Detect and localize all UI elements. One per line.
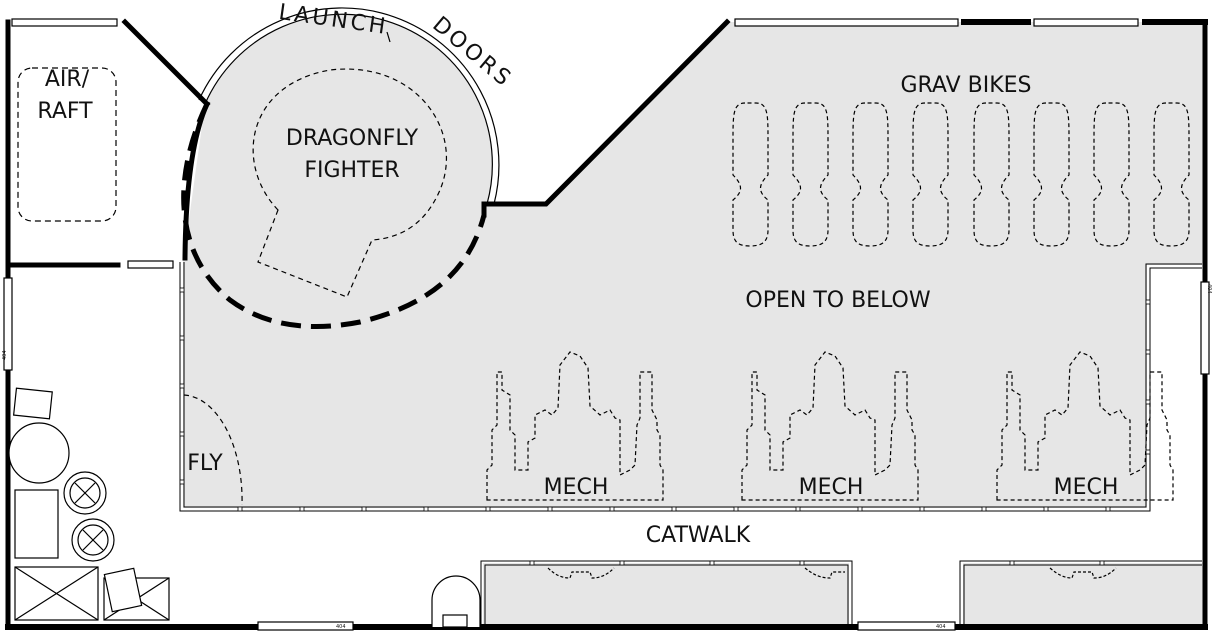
grav-bikes [732,102,1190,247]
open-to-below-label: OPEN TO BELOW [745,288,930,313]
mechs [486,351,1174,501]
catwalk-label: CATWALK [646,523,751,548]
hatch-code-right: 404 [1206,284,1212,294]
lower-bay-fixtures [547,567,1117,579]
fly-arc [183,394,243,506]
grav-bike [912,102,949,247]
air-raft-outline [17,67,117,222]
lift-pad [431,575,481,628]
locker [14,489,59,559]
fly-label: FLY [187,451,223,476]
cargo-storage [8,387,170,621]
mech-outline [996,351,1174,501]
walls [5,18,1208,630]
air-raft-label: AIR/ [45,67,90,92]
dragonfly-fighter-outline [252,68,448,298]
launch-doors [198,7,500,205]
mech-label-1: MECH [544,475,609,500]
hatch-code-left: 404 [2,350,8,360]
grav-bike [1093,102,1130,247]
grav-bike [792,102,829,247]
airlock-code-1: 404 [336,624,346,630]
mech-outline [741,351,919,501]
launch-bay-floor [183,14,1205,508]
windows [11,18,1139,269]
dragonfly-label-2: FIGHTER [304,158,399,183]
grav-bike [1153,102,1190,247]
round-container [8,422,70,484]
airlock-doors [257,621,956,631]
grav-bike [1033,102,1070,247]
mech-label-2: MECH [799,475,864,500]
airlock-code-2: 404 [936,624,946,630]
grav-bike [852,102,889,247]
mech-label-3: MECH [1054,475,1119,500]
fighter-turntable-arc [181,102,487,330]
side-hatches [3,277,1210,375]
lower-bay-floor-left [483,563,849,625]
mech-outline [486,351,664,501]
grav-bike [732,102,769,247]
grav-bikes-label: GRAV BIKES [900,73,1031,98]
railing-posts [179,287,1151,566]
air-raft-label-2: RAFT [37,99,93,124]
dragonfly-label: DRAGONFLY [286,126,419,151]
lower-bay-floor-right [963,563,1205,625]
crate [12,387,53,420]
crate [103,567,143,613]
grav-bike [973,102,1010,247]
catwalk-railing [179,262,1202,625]
